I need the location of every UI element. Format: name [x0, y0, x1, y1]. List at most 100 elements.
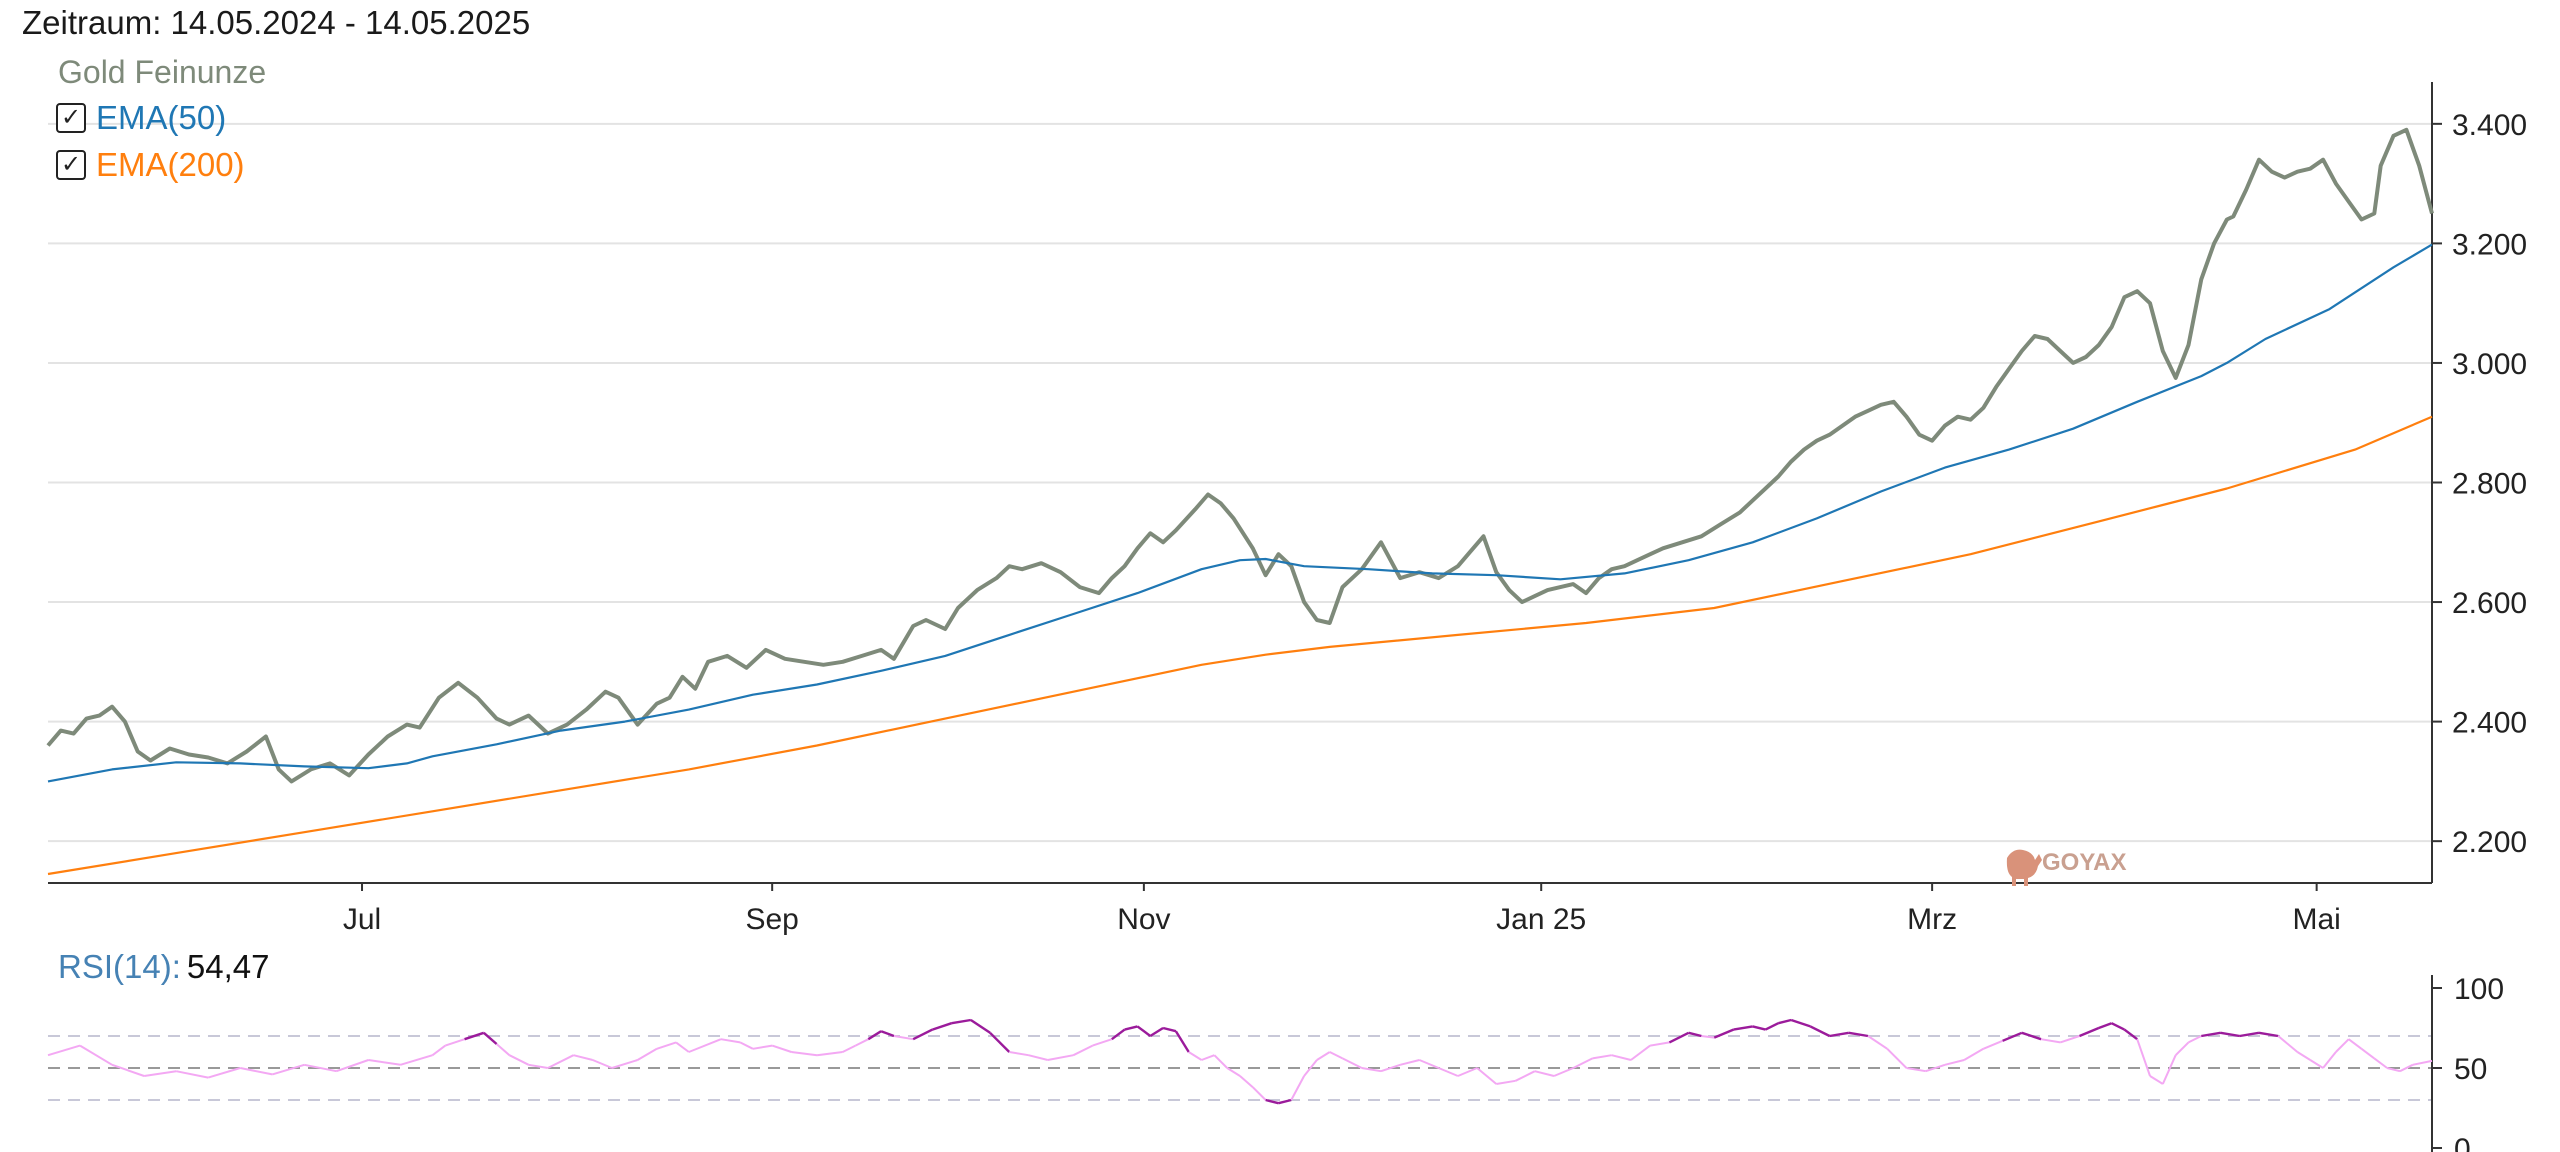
rsi-segment: [2098, 1022, 2112, 1030]
rsi-segment: [1829, 1031, 1850, 1038]
rsi-segment: [368, 1059, 401, 1066]
x-tick-label: Nov: [1117, 903, 1170, 936]
rsi-segment: [1668, 1031, 1690, 1044]
rsi-segment: [1009, 1051, 1029, 1057]
rsi-segment: [1290, 1075, 1305, 1101]
rsi-segment: [547, 1054, 574, 1069]
legend-item-ema50[interactable]: ✓ EMA(50): [56, 99, 226, 137]
rsi-segment: [1457, 1067, 1478, 1077]
rsi-segment: [1553, 1067, 1574, 1077]
rsi-segment: [893, 1035, 914, 1041]
rsi-segment: [951, 1018, 972, 1025]
rsi-segment: [1592, 1054, 1612, 1060]
rsi-segment: [1399, 1059, 1420, 1066]
main-y-tick-labels: 3.400 3.200 3.000 2.800 2.600 2.400 2.200: [2432, 109, 2527, 859]
rsi-segment: [1496, 1079, 1516, 1085]
rsi-segment: [2136, 1038, 2151, 1077]
rsi-segment: [464, 1031, 485, 1041]
rsi-segment: [1162, 1026, 1177, 1033]
rsi-segment: [508, 1054, 530, 1066]
rsi-segment: [2123, 1028, 2138, 1041]
rsi-segment: [656, 1041, 677, 1050]
rsi-y-tick-label: 100: [2454, 973, 2504, 1006]
rsi-segment: [2277, 1035, 2299, 1053]
y-tick-label: 3.000: [2452, 348, 2527, 381]
rsi-segment: [1925, 1063, 1946, 1073]
rsi-segment: [1092, 1038, 1113, 1047]
rsi-segment: [1111, 1028, 1126, 1041]
rsi-segment: [1906, 1067, 1926, 1073]
main-plot-lines: [46, 127, 2434, 876]
rsi-segment: [2373, 1057, 2388, 1069]
rsi-segment: [2399, 1063, 2414, 1073]
y-tick-label: 3.200: [2452, 228, 2527, 261]
rsi-segment: [1963, 1047, 1984, 1061]
rsi-segment: [1316, 1051, 1331, 1061]
rsi-segment: [2174, 1041, 2190, 1056]
rsi-segment: [2149, 1075, 2164, 1085]
rsi-segment: [970, 1019, 991, 1034]
y-tick-label: 2.600: [2452, 587, 2527, 620]
rsi-segment: [1688, 1031, 1702, 1038]
rsi-segment: [1701, 1035, 1715, 1039]
rsi-segment: [592, 1059, 613, 1069]
rsi-segment: [207, 1067, 241, 1079]
rsi-segment: [495, 1043, 511, 1056]
rsi-segment: [47, 1044, 81, 1057]
rsi-segment: [1252, 1086, 1267, 1101]
rsi-segment: [2040, 1038, 2061, 1044]
ema50-legend-label: EMA(50): [96, 99, 227, 136]
rsi-segment: [1226, 1067, 1241, 1077]
legend-item-ema200[interactable]: ✓ EMA(200): [56, 146, 245, 184]
period-label: Zeitraum: 14.05.2024 - 14.05.2025: [22, 4, 531, 41]
rsi-segment: [688, 1038, 722, 1053]
rsi-indicator-name: RSI(14):: [58, 948, 181, 985]
rsi-segment: [2296, 1051, 2311, 1061]
x-tick-label: Mai: [2292, 903, 2340, 936]
rsi-segment: [2412, 1059, 2433, 1066]
goyax-watermark: GOYAX: [2006, 849, 2126, 886]
rsi-segment: [1752, 1025, 1766, 1031]
rsi-segment: [2360, 1047, 2375, 1060]
rsi-segment: [573, 1054, 593, 1061]
watermark-text: GOYAX: [2042, 849, 2126, 876]
rsi-segment: [1790, 1018, 1811, 1028]
rsi-segment: [1239, 1075, 1254, 1088]
rsi-segment: [431, 1044, 446, 1057]
rsi-segment: [912, 1028, 933, 1041]
rsi-segment: [816, 1051, 843, 1057]
rsi-segment: [1778, 1018, 1792, 1025]
rsi-segment: [1713, 1028, 1734, 1039]
rsi-segment: [1361, 1067, 1382, 1073]
rsi-segment: [336, 1059, 369, 1073]
rsi-segment: [445, 1038, 465, 1047]
rsi-segment: [1944, 1059, 1965, 1066]
rsi-segment: [482, 1031, 498, 1045]
rsi-segment: [1733, 1025, 1753, 1031]
rsi-segment: [1047, 1054, 1074, 1061]
rsi-levels: [48, 1035, 2432, 1101]
rsi-segment: [1764, 1022, 1779, 1031]
rsi-segment: [528, 1063, 549, 1069]
gold-price-line: [46, 127, 2434, 784]
rsi-segment: [1072, 1044, 1094, 1057]
rsi-segment: [2239, 1031, 2260, 1038]
rsi-segment: [1136, 1025, 1151, 1037]
rsi-segment: [1201, 1054, 1215, 1061]
rsi-line: [47, 1018, 2433, 1105]
y-tick-label: 3.400: [2452, 109, 2527, 142]
rsi-y-tick-label: 50: [2454, 1053, 2487, 1086]
rsi-segment: [880, 1030, 895, 1038]
y-tick-label: 2.200: [2452, 826, 2527, 859]
ema200-checkbox[interactable]: ✓: [56, 150, 86, 180]
rsi-segment: [2322, 1051, 2337, 1069]
rsi-segment: [304, 1063, 337, 1073]
rsi-segment: [1534, 1070, 1555, 1077]
rsi-segment: [791, 1051, 818, 1057]
rsi-segment: [739, 1041, 754, 1050]
ema50-checkbox[interactable]: ✓: [56, 103, 86, 133]
rsi-segment: [143, 1070, 177, 1077]
x-tick-label: Sep: [745, 903, 798, 936]
rsi-y-tick-label: 0: [2454, 1133, 2471, 1152]
